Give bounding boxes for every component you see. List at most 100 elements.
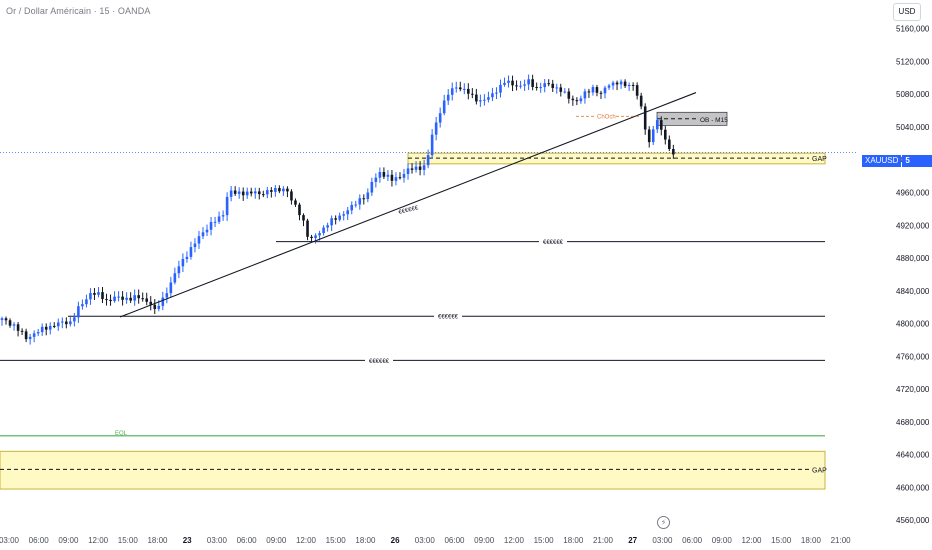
candle-body [253,191,257,194]
candle-body [567,91,571,99]
candle-body [56,322,60,327]
candle-body [386,174,390,177]
x-tick-label: 06:00 [29,536,50,545]
candle-body [165,293,169,298]
candle-body [458,87,462,90]
y-tick-label: 5120,000 [896,57,930,66]
candle-body [77,306,80,318]
candle-body [133,295,136,301]
x-tick-label: 06:00 [444,536,465,545]
candle-body [326,225,329,228]
y-tick-label: 4840,000 [896,287,930,296]
zones: GAP GAP OB - M15 [0,111,827,490]
candle-body [563,91,567,93]
candle-body [181,258,185,267]
candle-body [555,87,559,89]
price-axis[interactable]: 5160,0005120,0005080,0005040,0005000,000… [896,25,930,525]
gap-label-upper: GAP [812,156,827,163]
x-tick-label: 03:00 [0,536,20,545]
candle-body [266,190,269,195]
x-tick-label: 12:00 [296,536,317,545]
candle-body [177,266,181,274]
gap-zone-upper [407,152,826,165]
candle-body [4,318,8,321]
candle-body [169,282,173,294]
currency-button[interactable]: USD [893,3,921,21]
candle-body [101,292,104,300]
x-tick-label: 09:00 [474,536,495,545]
candle-body [631,84,635,86]
candle-body [342,214,345,216]
candle-body [16,324,20,331]
x-tick-label: 15:00 [534,536,555,545]
y-tick-label: 4880,000 [896,254,930,263]
candle-body [185,256,189,259]
candle-body [137,295,140,299]
candle-body [197,236,201,244]
y-tick-label: 5160,000 [896,25,930,34]
time-axis[interactable]: 03:00 06:00 09:00 12:00 15:00 18:00 23 03:00 06:… [0,536,851,545]
gap-label-lower: GAP [812,467,827,474]
candle-body [651,129,655,143]
candle-body [619,81,623,85]
level-lines: €€€€€€ €€€€€€ €€€€€€ EQL [0,152,858,437]
candle-body [286,188,289,192]
candle-body [81,304,84,307]
candle-body [382,171,386,177]
candle-body [595,87,599,93]
candle-body [330,218,333,226]
candle-body [591,87,595,93]
candle-body [527,79,530,85]
lightning-icon[interactable]: ⚡ [657,516,670,529]
candle-body [406,168,410,174]
candle-body [48,325,52,330]
candle-body [217,216,221,222]
candle-body [44,326,48,330]
candle-body [298,204,301,216]
candle-body [189,247,193,257]
x-tick-label: 15:00 [118,536,139,545]
x-tick-label: 12:00 [88,536,109,545]
candle-body [334,218,337,220]
candle-body [0,318,4,320]
current-price-tag: XAUUSD 5 008,875 [862,155,932,177]
candle-body [659,120,663,130]
candle-body [213,221,217,223]
candle-body [241,191,245,196]
candle-body [523,84,526,86]
candle-body [627,84,631,87]
candle-body [414,166,418,170]
candle-body [237,191,241,194]
candle-body [24,331,28,340]
candle-body [314,235,317,239]
candle-body [245,191,249,196]
candle-body [121,296,124,300]
candle-body [531,79,534,87]
candle-body [149,301,153,305]
x-tick-label: 06:00 [237,536,258,545]
candle-body [575,100,579,102]
candle-body [450,88,454,95]
candle-body [153,304,157,309]
candle-body [117,296,120,298]
candle-body [672,148,675,155]
candle-body [587,91,591,93]
candle-body [28,336,32,340]
candle-body [225,196,229,216]
gap-zone-lower [0,450,826,490]
candle-body [350,204,354,211]
x-tick-label: 03:00 [652,536,673,545]
candle-body [61,321,64,323]
candle-body [294,200,297,205]
trendline [119,92,697,318]
y-tick-label: 4960,000 [896,189,930,198]
candle-body [639,95,643,107]
candle-body [398,177,402,179]
candle-body [69,321,72,325]
candle-body [290,191,293,201]
candle-body [302,215,305,221]
candle-body [229,190,233,197]
y-tick-label: 4720,000 [896,385,930,394]
candle-body [599,92,603,94]
